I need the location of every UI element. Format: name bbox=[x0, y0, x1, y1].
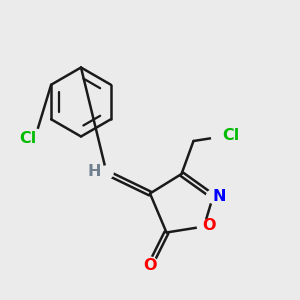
Circle shape bbox=[197, 220, 211, 233]
Circle shape bbox=[206, 190, 220, 203]
Text: O: O bbox=[203, 218, 216, 233]
Circle shape bbox=[142, 257, 158, 274]
Text: Cl: Cl bbox=[222, 128, 239, 143]
Text: N: N bbox=[213, 189, 226, 204]
Circle shape bbox=[24, 129, 45, 150]
Circle shape bbox=[212, 126, 233, 147]
Text: Cl: Cl bbox=[19, 131, 37, 146]
Circle shape bbox=[100, 166, 113, 179]
Text: H: H bbox=[88, 164, 101, 178]
Text: O: O bbox=[143, 258, 157, 273]
